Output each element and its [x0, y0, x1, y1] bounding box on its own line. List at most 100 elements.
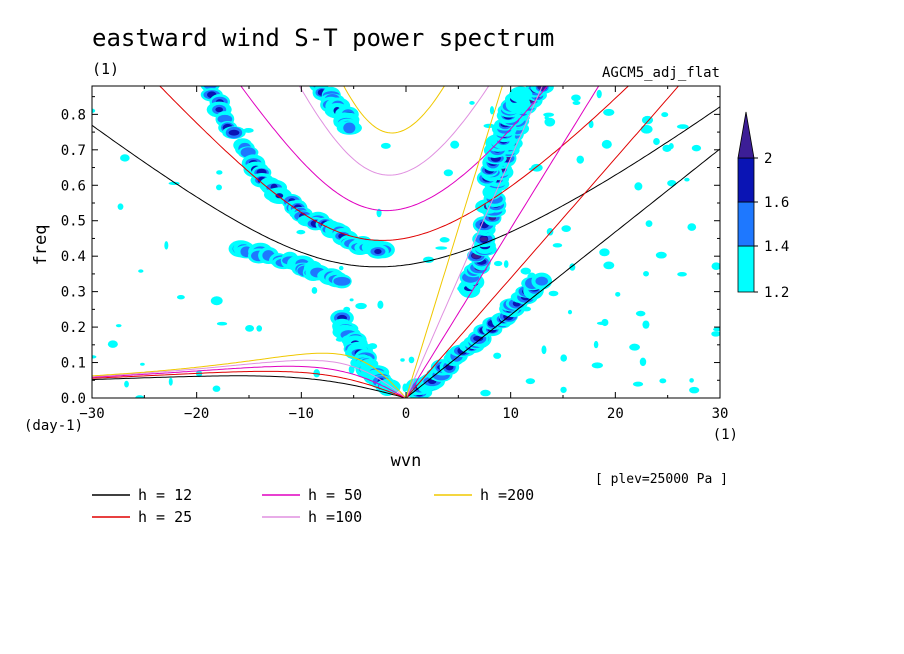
- x-tick-label: 30: [712, 406, 729, 422]
- speckle: [603, 261, 615, 270]
- y-tick-label: 0.1: [61, 356, 86, 372]
- speckle: [541, 345, 547, 355]
- power-field: [92, 86, 720, 398]
- rossby-curve: [92, 365, 407, 398]
- speckle: [711, 262, 720, 270]
- x-tick-label: 0: [402, 406, 410, 422]
- y-tick-label: 0.3: [61, 285, 86, 301]
- rossby-curve: [92, 359, 407, 398]
- speckle: [591, 362, 604, 369]
- rossby-curve: [92, 370, 407, 398]
- speckle: [439, 237, 450, 243]
- colorbar: 1.2 1.4 1.6 2: [737, 111, 789, 301]
- speckle: [243, 127, 254, 133]
- subtitle-left: (1): [92, 60, 119, 78]
- speckle: [689, 386, 700, 394]
- legend: h = 12 h = 25 h = 50 h =100 h =200: [92, 486, 534, 526]
- speckle: [572, 100, 581, 105]
- speckle: [376, 208, 382, 218]
- speckle: [245, 325, 255, 332]
- x-tick-label: −30: [79, 406, 104, 422]
- speckle: [138, 269, 144, 273]
- speckle: [543, 112, 555, 117]
- kelvin-curve: [405, 148, 720, 398]
- colorbar-label: 2: [764, 151, 772, 167]
- speckle: [140, 362, 145, 366]
- speckle: [311, 287, 318, 294]
- speckle: [443, 169, 454, 177]
- speckle: [593, 340, 599, 349]
- x-tick-label: 20: [607, 406, 624, 422]
- speckle: [380, 142, 391, 149]
- inertia-gravity-curve: [240, 86, 548, 212]
- speckle: [450, 140, 460, 149]
- kelvin-curve: [405, 86, 600, 398]
- dispersion-curves: [92, 86, 720, 398]
- speckle: [661, 112, 669, 118]
- x-axis-label: wvn: [391, 451, 422, 471]
- y-tick-label: 0.4: [61, 249, 86, 265]
- speckle: [120, 154, 130, 162]
- plot-frame: [91, 85, 721, 399]
- axis-ticks: −30 −20 −10 0 10 20 30 0.0 0.1 0.2 0.3 0.4 0.5 0.6 0.7…: [61, 86, 729, 422]
- speckle: [662, 144, 672, 152]
- colorbar-extension: [737, 111, 755, 159]
- speckle: [629, 343, 640, 351]
- speckle: [503, 260, 509, 268]
- speckle: [635, 310, 646, 317]
- legend-label: h = 50: [308, 486, 362, 504]
- speckle: [677, 271, 687, 277]
- speckle: [212, 385, 221, 392]
- speckle: [348, 365, 355, 374]
- inertia-gravity-curve: [298, 86, 490, 176]
- speckle: [296, 229, 306, 235]
- legend-label: h = 12: [138, 486, 192, 504]
- speckle: [544, 117, 556, 127]
- speckle: [687, 223, 697, 231]
- speckle: [117, 203, 124, 210]
- power-blob: [228, 129, 240, 136]
- y-axis-label: freq: [31, 225, 51, 266]
- speckle: [176, 295, 185, 300]
- speckle: [639, 357, 647, 367]
- speckle: [216, 170, 223, 175]
- speckle: [684, 177, 690, 182]
- speckle: [689, 378, 694, 383]
- y-tick-label: 0.0: [61, 391, 86, 407]
- speckle: [493, 352, 502, 359]
- speckle: [711, 331, 720, 337]
- speckle: [643, 271, 649, 277]
- y-tick-label: 0.5: [61, 214, 86, 230]
- speckle: [596, 89, 602, 99]
- x-tick-label: −10: [289, 406, 314, 422]
- kelvin-curve: [405, 86, 680, 398]
- chart-title: eastward wind S-T power spectrum: [92, 24, 554, 52]
- speckle: [107, 340, 118, 348]
- power-blob: [509, 86, 533, 103]
- speckle: [642, 320, 650, 329]
- speckle: [560, 354, 568, 362]
- x-tick-label: −20: [184, 406, 209, 422]
- colorbar-segment: [737, 245, 755, 293]
- speckle: [561, 225, 571, 233]
- colorbar-label: 1.4: [764, 239, 789, 255]
- speckle: [256, 325, 263, 332]
- speckle: [599, 248, 610, 257]
- speckle: [603, 108, 615, 116]
- colorbar-label: 1.6: [764, 195, 789, 211]
- speckle: [653, 137, 660, 146]
- speckle: [525, 378, 536, 385]
- speckle: [588, 120, 594, 129]
- y-tick-label: 0.2: [61, 320, 86, 336]
- speckle: [560, 386, 567, 394]
- rossby-curve: [92, 375, 407, 398]
- y-unit-label: (day-1): [24, 418, 83, 434]
- speckle: [615, 291, 621, 297]
- speckle: [571, 94, 581, 102]
- legend-label: h = 25: [138, 508, 192, 526]
- speckle: [632, 381, 644, 387]
- speckle: [552, 243, 563, 248]
- speckle: [667, 179, 677, 187]
- speckle: [659, 378, 667, 384]
